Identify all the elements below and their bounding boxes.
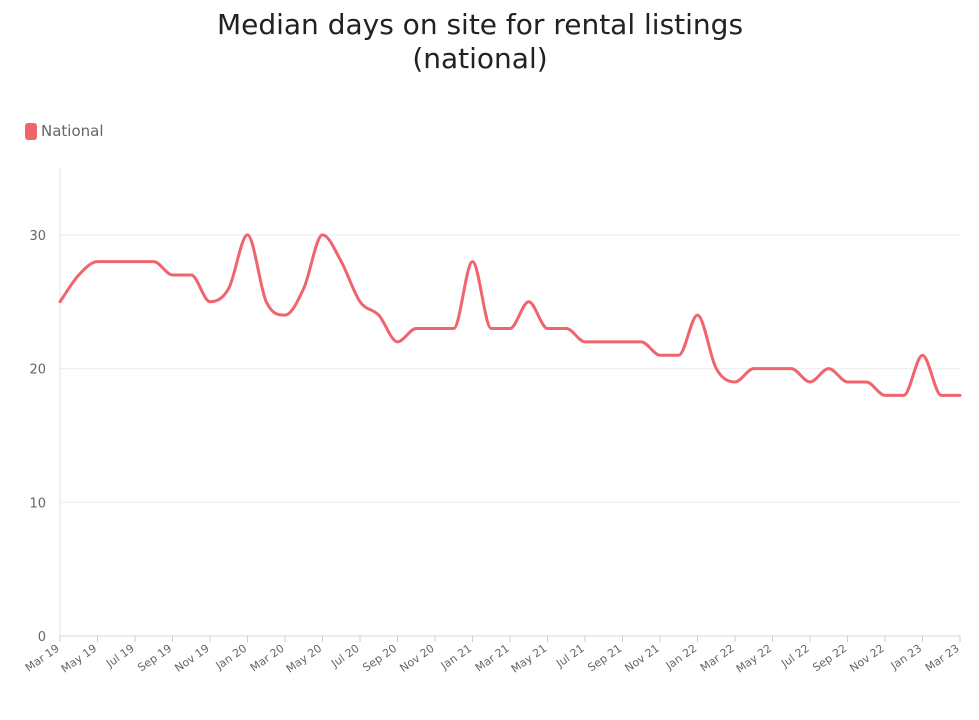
x-tick-label: Nov 22 <box>847 642 886 675</box>
x-tick-label: Mar 22 <box>698 642 737 675</box>
x-tick-label: Jul 20 <box>328 642 361 671</box>
x-tick-label: Sep 20 <box>360 642 399 675</box>
data-point <box>602 340 606 344</box>
x-tick-label: Mar 19 <box>23 642 62 675</box>
legend-swatch <box>25 122 37 140</box>
x-tick-label: Jan 22 <box>663 642 699 673</box>
data-point <box>752 367 756 371</box>
data-point <box>264 300 268 304</box>
x-tick-label: Jan 21 <box>438 642 474 673</box>
data-point <box>171 273 175 277</box>
data-point <box>939 393 943 397</box>
data-point <box>339 260 343 264</box>
legend[interactable]: National <box>25 122 104 140</box>
data-point <box>58 300 62 304</box>
data-point <box>302 286 306 290</box>
y-tick-label: 20 <box>29 363 46 378</box>
data-point <box>283 313 287 317</box>
data-point <box>452 326 456 330</box>
chart-title-line2: (national) <box>412 42 548 75</box>
data-point <box>471 260 475 264</box>
data-point <box>696 313 700 317</box>
x-tick-label: Sep 22 <box>810 642 849 675</box>
data-point <box>658 353 662 357</box>
y-tick-label: 0 <box>38 630 46 645</box>
legend-label-national: National <box>41 122 104 140</box>
x-tick-label: Nov 21 <box>622 642 661 675</box>
data-point <box>958 393 962 397</box>
data-point <box>677 353 681 357</box>
data-point <box>433 326 437 330</box>
x-tick-label: May 20 <box>284 642 324 676</box>
data-point <box>358 300 362 304</box>
x-tick-label: Jul 22 <box>778 642 811 671</box>
x-tick-label: Nov 20 <box>397 642 436 675</box>
data-point <box>902 393 906 397</box>
data-point <box>564 326 568 330</box>
data-point <box>921 353 925 357</box>
data-point <box>508 326 512 330</box>
data-point <box>714 367 718 371</box>
x-tick-label: Mar 23 <box>923 642 962 675</box>
y-tick-label: 30 <box>29 229 46 244</box>
series-line-national <box>58 233 962 397</box>
x-tick-label: May 22 <box>734 642 774 676</box>
chart-title: Median days on site for rental listings … <box>0 8 960 76</box>
data-point <box>227 286 231 290</box>
data-point <box>639 340 643 344</box>
data-point <box>527 300 531 304</box>
data-point <box>133 260 137 264</box>
x-tick-label: Sep 19 <box>135 642 174 675</box>
data-point <box>827 367 831 371</box>
y-tick-label: 10 <box>29 496 46 511</box>
data-point <box>189 273 193 277</box>
data-point <box>846 380 850 384</box>
x-tick-label: Sep 21 <box>585 642 624 675</box>
data-point <box>246 233 250 237</box>
data-point <box>77 273 81 277</box>
data-point <box>321 233 325 237</box>
data-point <box>621 340 625 344</box>
chart-title-line1: Median days on site for rental listings <box>216 8 744 41</box>
data-point <box>414 326 418 330</box>
x-tick-label: May 21 <box>509 642 549 676</box>
data-point <box>789 367 793 371</box>
data-point <box>771 367 775 371</box>
x-tick-label: Jan 20 <box>213 642 249 673</box>
data-point <box>114 260 118 264</box>
x-tick-label: Jan 23 <box>888 642 924 673</box>
data-point <box>546 326 550 330</box>
data-point <box>733 380 737 384</box>
data-point <box>208 300 212 304</box>
data-point <box>808 380 812 384</box>
x-tick-label: Jul 21 <box>553 642 586 671</box>
data-point <box>152 260 156 264</box>
data-point <box>396 340 400 344</box>
x-tick-label: Mar 21 <box>473 642 512 675</box>
data-point <box>377 313 381 317</box>
data-point <box>883 393 887 397</box>
data-point <box>96 260 100 264</box>
data-point <box>583 340 587 344</box>
x-tick-label: Jul 19 <box>103 642 136 671</box>
data-point <box>489 326 493 330</box>
x-tick-label: Mar 20 <box>248 642 287 675</box>
data-point <box>864 380 868 384</box>
x-tick-label: May 19 <box>59 642 99 676</box>
x-tick-label: Nov 19 <box>172 642 211 675</box>
